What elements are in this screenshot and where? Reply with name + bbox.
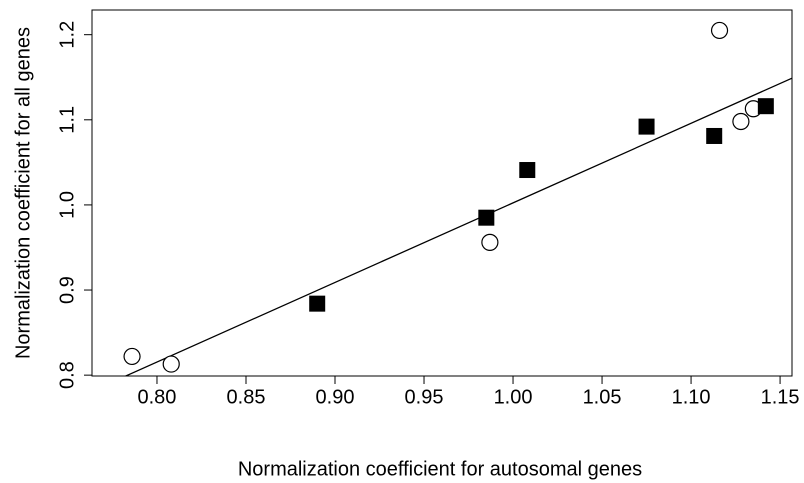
square-point xyxy=(519,162,536,179)
square-point xyxy=(478,209,495,226)
x-tick-label: 1.10 xyxy=(672,386,711,408)
x-tick-label: 0.95 xyxy=(405,386,444,408)
fit-line xyxy=(124,77,792,376)
circle-point xyxy=(162,355,180,373)
y-tick-label: 1.2 xyxy=(56,21,78,49)
circle-point xyxy=(123,347,141,366)
x-tick-label: 1.05 xyxy=(583,386,622,408)
x-axis-label: Normalization coefficient for autosomal … xyxy=(238,458,642,480)
square-point xyxy=(706,127,723,144)
circle-point xyxy=(481,233,499,251)
plot-area xyxy=(124,77,792,376)
x-tick-label: 1.00 xyxy=(494,386,533,408)
x-tick-label: 0.90 xyxy=(316,386,355,408)
y-tick-label: 0.9 xyxy=(56,276,78,304)
y-tick-label: 0.8 xyxy=(56,361,78,389)
square-point xyxy=(309,295,326,312)
circle-point xyxy=(732,112,750,131)
x-tick-label: 0.85 xyxy=(227,386,266,408)
x-tick-label: 0.80 xyxy=(138,386,177,408)
y-axis-label: Normalization coefficient for all genes xyxy=(12,27,34,359)
x-tick-label: 1.15 xyxy=(761,386,800,408)
square-point xyxy=(638,118,655,135)
circle-point xyxy=(710,21,729,40)
y-tick-label: 1.1 xyxy=(56,106,78,134)
square-point xyxy=(757,98,774,115)
plot-frame xyxy=(91,9,793,377)
y-tick-label: 1.0 xyxy=(56,191,78,219)
